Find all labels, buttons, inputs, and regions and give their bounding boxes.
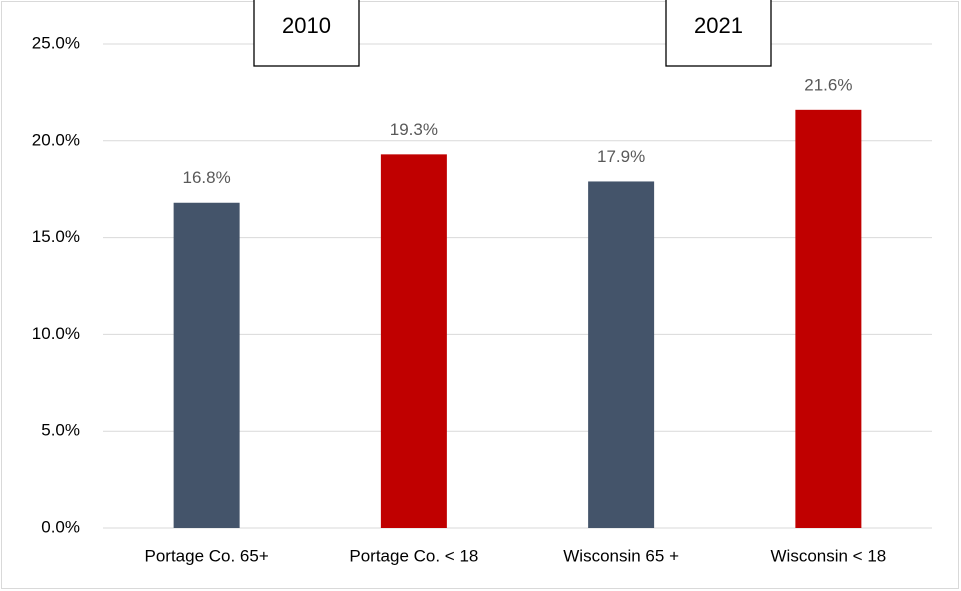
bar — [173, 202, 240, 528]
x-tick-label: Portage Co. 65+ — [144, 546, 268, 565]
bar — [795, 109, 862, 528]
y-tick-label: 15.0% — [32, 227, 80, 246]
bar — [380, 154, 447, 529]
bar — [588, 181, 655, 528]
annotation-box — [665, 0, 772, 67]
x-tick-label: Portage Co. < 18 — [349, 546, 478, 565]
y-tick-label: 25.0% — [32, 33, 80, 52]
y-tick-label: 10.0% — [32, 324, 80, 343]
y-tick-label: 0.0% — [41, 517, 80, 536]
x-tick-label: Wisconsin < 18 — [771, 546, 887, 565]
data-label: 16.8% — [183, 168, 231, 187]
annotation: 2021 — [694, 13, 743, 38]
y-tick-label: 20.0% — [32, 130, 80, 149]
annotation-box — [253, 0, 360, 67]
data-label: 21.6% — [804, 75, 852, 94]
y-tick-label: 5.0% — [41, 421, 80, 440]
annotation: 2010 — [282, 13, 331, 38]
data-label: 19.3% — [390, 120, 438, 139]
data-label: 17.9% — [597, 147, 645, 166]
x-tick-label: Wisconsin 65 + — [563, 546, 679, 565]
